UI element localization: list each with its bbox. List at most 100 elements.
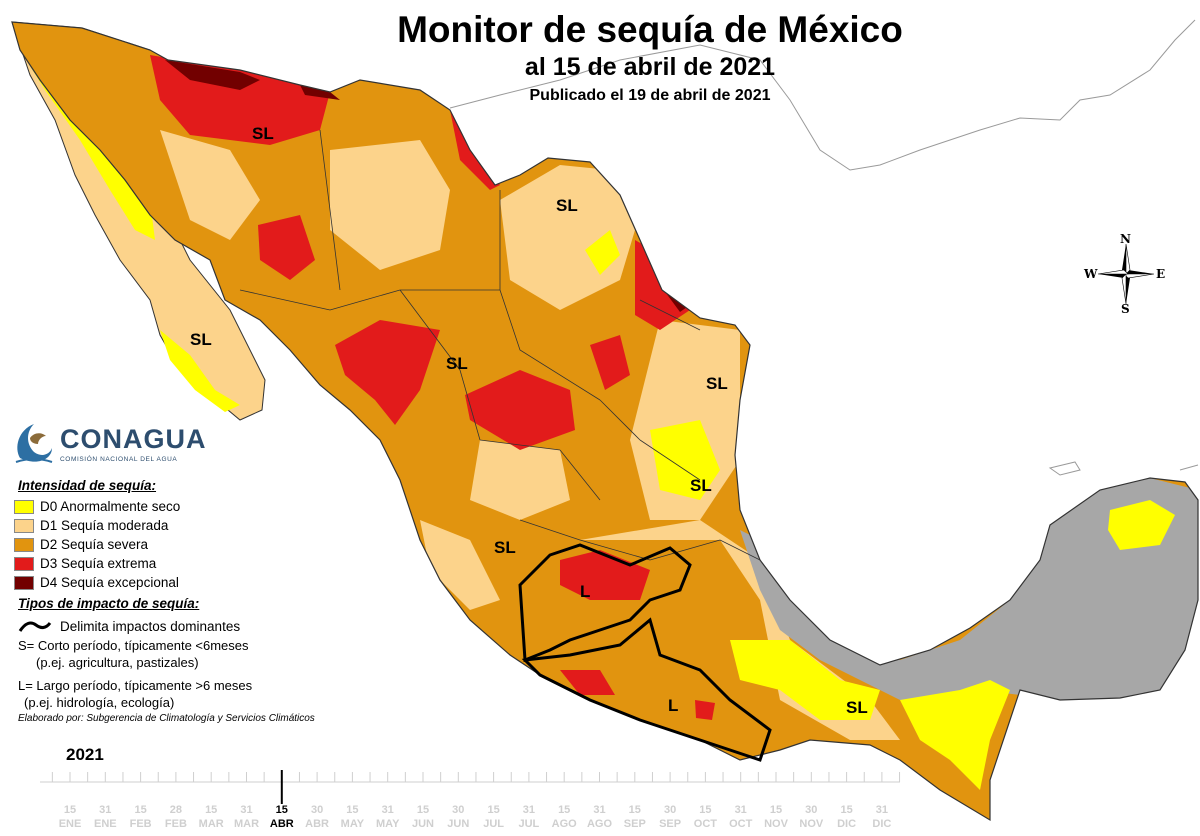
d3-nuevo-leon — [590, 335, 630, 390]
timeline-month: AGO — [551, 818, 577, 830]
timeline-month: FEB — [164, 818, 187, 830]
timeline-day: 15 — [769, 804, 783, 816]
legend-label: D4 Sequía excepcional — [40, 575, 179, 590]
impact-label: SL — [190, 330, 212, 349]
timeline-month: JUN — [447, 818, 470, 830]
d0-yucatan — [1108, 500, 1175, 550]
page-title: Monitor de sequía de México — [397, 9, 903, 50]
baja-d0-south — [160, 330, 240, 412]
timeline-day: 31 — [875, 804, 889, 816]
timeline-day: 15 — [275, 804, 288, 816]
d0-chiapas — [900, 680, 1010, 790]
timeline-day: 30 — [310, 804, 324, 816]
gulf-coast-outline — [449, 19, 1196, 171]
impact-label: SL — [690, 476, 712, 495]
legend-boundary: Delimita impactos dominantes — [18, 615, 334, 637]
timeline-day: 15 — [699, 804, 712, 816]
swatch-d3 — [14, 556, 34, 571]
timeline-month: ENE — [93, 818, 117, 830]
timeline-day: 15 — [63, 804, 77, 816]
d4-sonora-border — [165, 60, 260, 90]
compass-star-icon — [1097, 243, 1155, 305]
title-block: Monitor de sequía de México al 15 de abr… — [300, 8, 1000, 108]
conagua-logo: CONAGUA COMISIÓN NACIONAL DEL AGUA — [12, 418, 212, 468]
impact-boundary-south — [521, 617, 772, 762]
date-line: al 15 de abril de 2021 — [524, 53, 776, 81]
d3-guerrero-coast — [560, 670, 615, 695]
timeline-day: 15 — [205, 804, 218, 816]
compass-s: S — [1121, 302, 1130, 316]
legend-item-d1: D1 Sequía moderada — [14, 516, 334, 535]
impact-boundary-west — [518, 543, 692, 663]
legend-label: D1 Sequía moderada — [40, 518, 169, 533]
timeline-day: 15 — [416, 804, 430, 816]
impact-label: SL — [846, 698, 868, 717]
d3-chihuahua-west — [258, 215, 315, 280]
legend-label: D2 Sequía severa — [40, 537, 149, 552]
timeline-month: ENE — [58, 818, 82, 830]
timeline-month: MAY — [375, 818, 400, 830]
timeline-day: 31 — [99, 804, 112, 816]
compass-w: W — [1084, 267, 1098, 281]
impact-label: L — [668, 696, 679, 715]
impact-label: L — [580, 582, 591, 601]
conagua-name: CONAGUA — [60, 424, 207, 454]
compass-rose: N S W E — [1084, 232, 1166, 316]
swatch-d1 — [14, 518, 34, 533]
state-borders — [239, 129, 761, 561]
short-term-examples: (p.ej. agricultura, pastizales) — [36, 655, 199, 670]
timeline-month: ABR — [305, 818, 330, 830]
timeline-day: 15 — [558, 804, 571, 816]
d0-oaxaca — [730, 640, 880, 720]
boundary-line-icon — [18, 621, 52, 632]
boundary-label: Delimita impactos dominantes — [60, 618, 241, 634]
timeline-month: JUN — [411, 818, 434, 830]
timeline-month: DIC — [837, 818, 857, 830]
compass-e: E — [1156, 267, 1166, 281]
timeline-month: MAR — [198, 818, 224, 830]
short-term-text: S= Corto período, típicamente <6meses — [18, 638, 249, 653]
timeline-day: 15 — [628, 804, 641, 816]
long-term-examples: (p.ej. hidrología, ecología) — [24, 695, 175, 710]
d3-zacatecas — [465, 370, 575, 450]
d0-tamaulipas — [585, 230, 620, 275]
impact-label: SL — [706, 374, 728, 393]
timeline-day: 31 — [381, 804, 394, 816]
intensity-heading: Intensidad de sequía: — [18, 478, 157, 493]
timeline-month: FEB — [129, 818, 152, 830]
map-legend: Intensidad de sequía: D0 Anormalmente se… — [14, 478, 334, 724]
timeline: 15 ENE 31 ENE 15 FEB 28 FEB 15 MAR 31 MAR 15 ABR 30 ABR… — [0, 760, 1200, 836]
timeline-day: 15 — [134, 804, 147, 816]
credit-text: Elaborado por: Subgerencia de Climatolog… — [18, 713, 315, 724]
impact-label: SL — [446, 354, 468, 373]
timeline-month: ABR — [269, 818, 294, 830]
legend-label: D0 Anormalmente seco — [40, 499, 181, 514]
timeline-month: SEP — [623, 818, 646, 830]
timeline-day: 28 — [169, 804, 183, 816]
impact-heading: Tipos de impacto de sequía: — [18, 596, 200, 611]
timeline-day: 30 — [452, 804, 465, 816]
impact-label: SL — [252, 124, 274, 143]
timeline-day: 31 — [593, 804, 606, 816]
swatch-d2 — [14, 537, 34, 552]
timeline-day: 31 — [734, 804, 747, 816]
legend-item-d2: D2 Sequía severa — [14, 535, 334, 554]
cuba-outline — [1048, 461, 1199, 476]
d4-chihuahua-border — [300, 85, 340, 100]
d3-oaxaca-spot — [695, 700, 715, 720]
legend-item-d4: D4 Sequía excepcional — [14, 573, 334, 592]
timeline-day: 15 — [346, 804, 359, 816]
d1-north-central — [330, 140, 450, 270]
timeline-month: JUL — [483, 818, 504, 830]
timeline-month: MAR — [233, 818, 260, 830]
published-date: Publicado el 19 de abril de 2021 — [529, 87, 771, 104]
timeline-month: SEP — [659, 818, 682, 830]
timeline-month: OCT — [693, 818, 717, 830]
timeline-month: NOV — [799, 818, 824, 830]
timeline-year: 2021 — [66, 745, 104, 764]
d1-sonora — [160, 130, 260, 240]
impact-label: SL — [556, 196, 578, 215]
legend-label: D3 Sequía extrema — [40, 556, 157, 571]
timeline-month: JUL — [518, 818, 540, 830]
